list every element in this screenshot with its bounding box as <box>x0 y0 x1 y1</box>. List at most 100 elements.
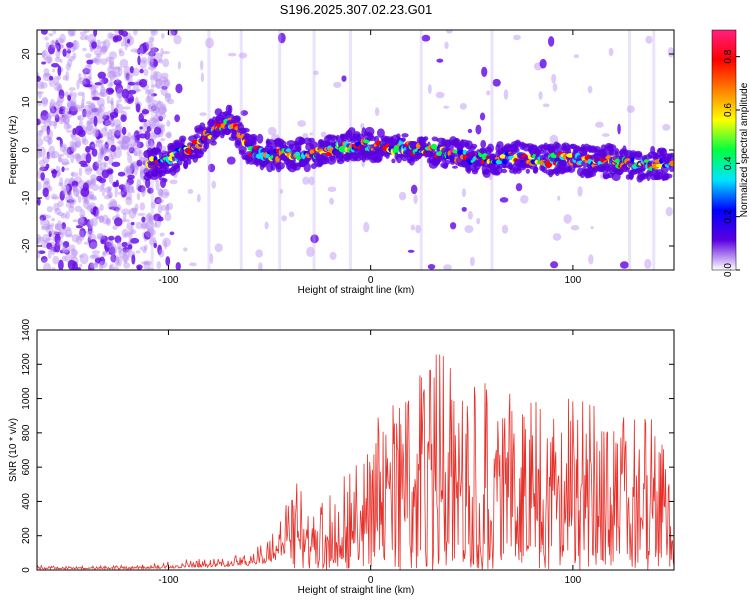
spectrogram-noise-blob <box>48 145 56 155</box>
spectrogram-noise-blob <box>55 37 64 44</box>
spectrogram-noise-blob <box>363 221 370 233</box>
spectrogram-noise-blob <box>146 89 155 93</box>
spectrogram-noise-blob <box>43 68 50 76</box>
spectrogram-noise-blob <box>117 246 125 250</box>
spectrogram-streak <box>207 30 211 270</box>
spectrogram-noise-blob <box>100 77 104 89</box>
spectrogram-noise-blob <box>87 102 95 110</box>
spectrogram-noise-blob <box>79 120 83 127</box>
spectrogram-noise-blob <box>126 151 131 156</box>
spectrogram-noise-blob <box>123 256 128 265</box>
spectrogram-noise-blob <box>91 250 101 255</box>
spectrogram-noise-blob <box>115 204 122 212</box>
spectrogram-noise-blob <box>407 249 415 253</box>
spectrogram-noise-blob <box>145 178 151 189</box>
spectrogram-noise-blob <box>88 262 95 270</box>
spectrogram-noise-blob <box>459 102 467 110</box>
spectrogram-noise-blob <box>105 56 112 62</box>
spectrogram-noise-blob <box>82 108 87 118</box>
spectrogram-noise-blob <box>101 44 108 53</box>
spectrogram-noise-blob <box>39 165 45 171</box>
spectrogram-noise-blob <box>108 173 114 184</box>
spectrogram-noise-blob <box>130 221 135 226</box>
spectrogram-ridge-halo <box>281 140 287 147</box>
snr-y-tick-label: 1400 <box>21 318 32 341</box>
spectrogram-noise-blob <box>133 67 140 77</box>
spectrogram-noise-blob <box>96 39 102 50</box>
spectrogram-noise-blob <box>121 219 131 223</box>
spectrogram-noise-blob <box>78 230 85 241</box>
spectrogram-noise-blob <box>62 75 68 81</box>
spectrogram-noise-blob <box>37 148 42 159</box>
spectrogram-noise-blob <box>163 78 171 89</box>
spectrogram-noise-blob <box>50 223 55 228</box>
spectrogram-noise-blob <box>46 151 50 160</box>
spectrogram-noise-blob <box>118 50 125 57</box>
spectrogram-noise-blob <box>150 201 156 209</box>
spectrogram-noise-blob <box>106 95 111 104</box>
spectrogram-noise-blob <box>183 247 188 252</box>
spectrogram-ridge-halo <box>668 152 674 161</box>
spectrogram-noise-blob <box>513 34 521 41</box>
spectrogram-noise-blob <box>96 53 102 57</box>
spectrogram-noise-blob <box>41 50 46 58</box>
spectrogram-noise-blob <box>127 38 131 44</box>
spectrogram-noise-blob <box>44 56 53 64</box>
spectrogram-ridge-halo <box>256 133 264 144</box>
spectrogram-noise-blob <box>63 113 73 118</box>
spectrogram-noise-blob <box>49 105 57 114</box>
spectrogram-noise-blob <box>143 260 152 266</box>
spectrogram-noise-blob <box>464 225 474 234</box>
spectrogram-noise-blob <box>125 248 130 260</box>
spectrogram-noise-blob <box>410 184 418 195</box>
spectrogram-noise-blob <box>152 30 156 34</box>
spectrogram-noise-blob <box>68 191 73 201</box>
spectrogram-noise-blob <box>54 223 64 231</box>
spectrogram-noise-blob <box>47 44 56 55</box>
spectrogram-noise-blob <box>89 262 99 266</box>
spectrogram-noise-blob <box>136 264 143 270</box>
spectrogram-noise-blob <box>112 66 121 70</box>
spectrogram-noise-blob <box>100 127 108 137</box>
spectrogram-noise-blob <box>74 140 82 148</box>
spectrogram-noise-blob <box>68 205 75 213</box>
snr-y-tick-label: 400 <box>21 493 32 510</box>
spectrogram-noise-blob <box>58 108 65 115</box>
spectrogram-noise-blob <box>102 250 106 258</box>
spectrogram-ridge-halo <box>236 141 244 146</box>
spectrogram-noise-blob <box>158 248 165 258</box>
spectrogram-noise-blob <box>588 254 594 265</box>
spectrogram-noise-blob <box>47 137 54 145</box>
spectrogram-noise-blob <box>44 36 49 41</box>
spectrogram-noise-blob <box>70 90 74 98</box>
spectrogram-noise-blob <box>66 129 73 133</box>
spectrogram-noise-blob <box>169 179 178 185</box>
spectrogram-noise-blob <box>134 134 140 144</box>
spectrogram-noise-blob <box>103 149 109 154</box>
spectrogram-noise-blob <box>188 262 197 267</box>
spectrogram-noise-blob <box>520 194 529 204</box>
spectrogram-ridge-halo <box>470 143 478 149</box>
spectrogram-noise-blob <box>57 65 62 77</box>
spectrogram-noise-blob <box>139 156 149 163</box>
spectrogram-noise-blob <box>162 178 168 183</box>
spectrogram-noise-blob <box>112 225 118 230</box>
spectrogram-ridge-halo <box>210 140 217 146</box>
spectrogram-noise-blob <box>37 234 42 245</box>
spectrogram-noise-blob <box>103 161 108 168</box>
spectrogram-noise-blob <box>37 236 45 242</box>
spectrogram-noise-blob <box>38 250 46 255</box>
spectrogram-noise-blob <box>71 141 77 153</box>
spectrogram-noise-blob <box>106 168 114 175</box>
spectrogram-noise-blob <box>71 146 76 152</box>
spectrogram-noise-blob <box>288 211 295 218</box>
spectrogram-noise-blob <box>82 67 91 75</box>
spectrogram-noise-blob <box>608 47 614 57</box>
spectrogram-noise-blob <box>98 215 105 223</box>
spectrogram-noise-blob <box>121 88 130 99</box>
spectrogram-noise-blob <box>161 85 168 90</box>
spectrogram-noise-blob <box>160 86 168 96</box>
spectrogram-noise-blob <box>160 79 170 88</box>
spectrogram-noise-blob <box>150 30 159 36</box>
